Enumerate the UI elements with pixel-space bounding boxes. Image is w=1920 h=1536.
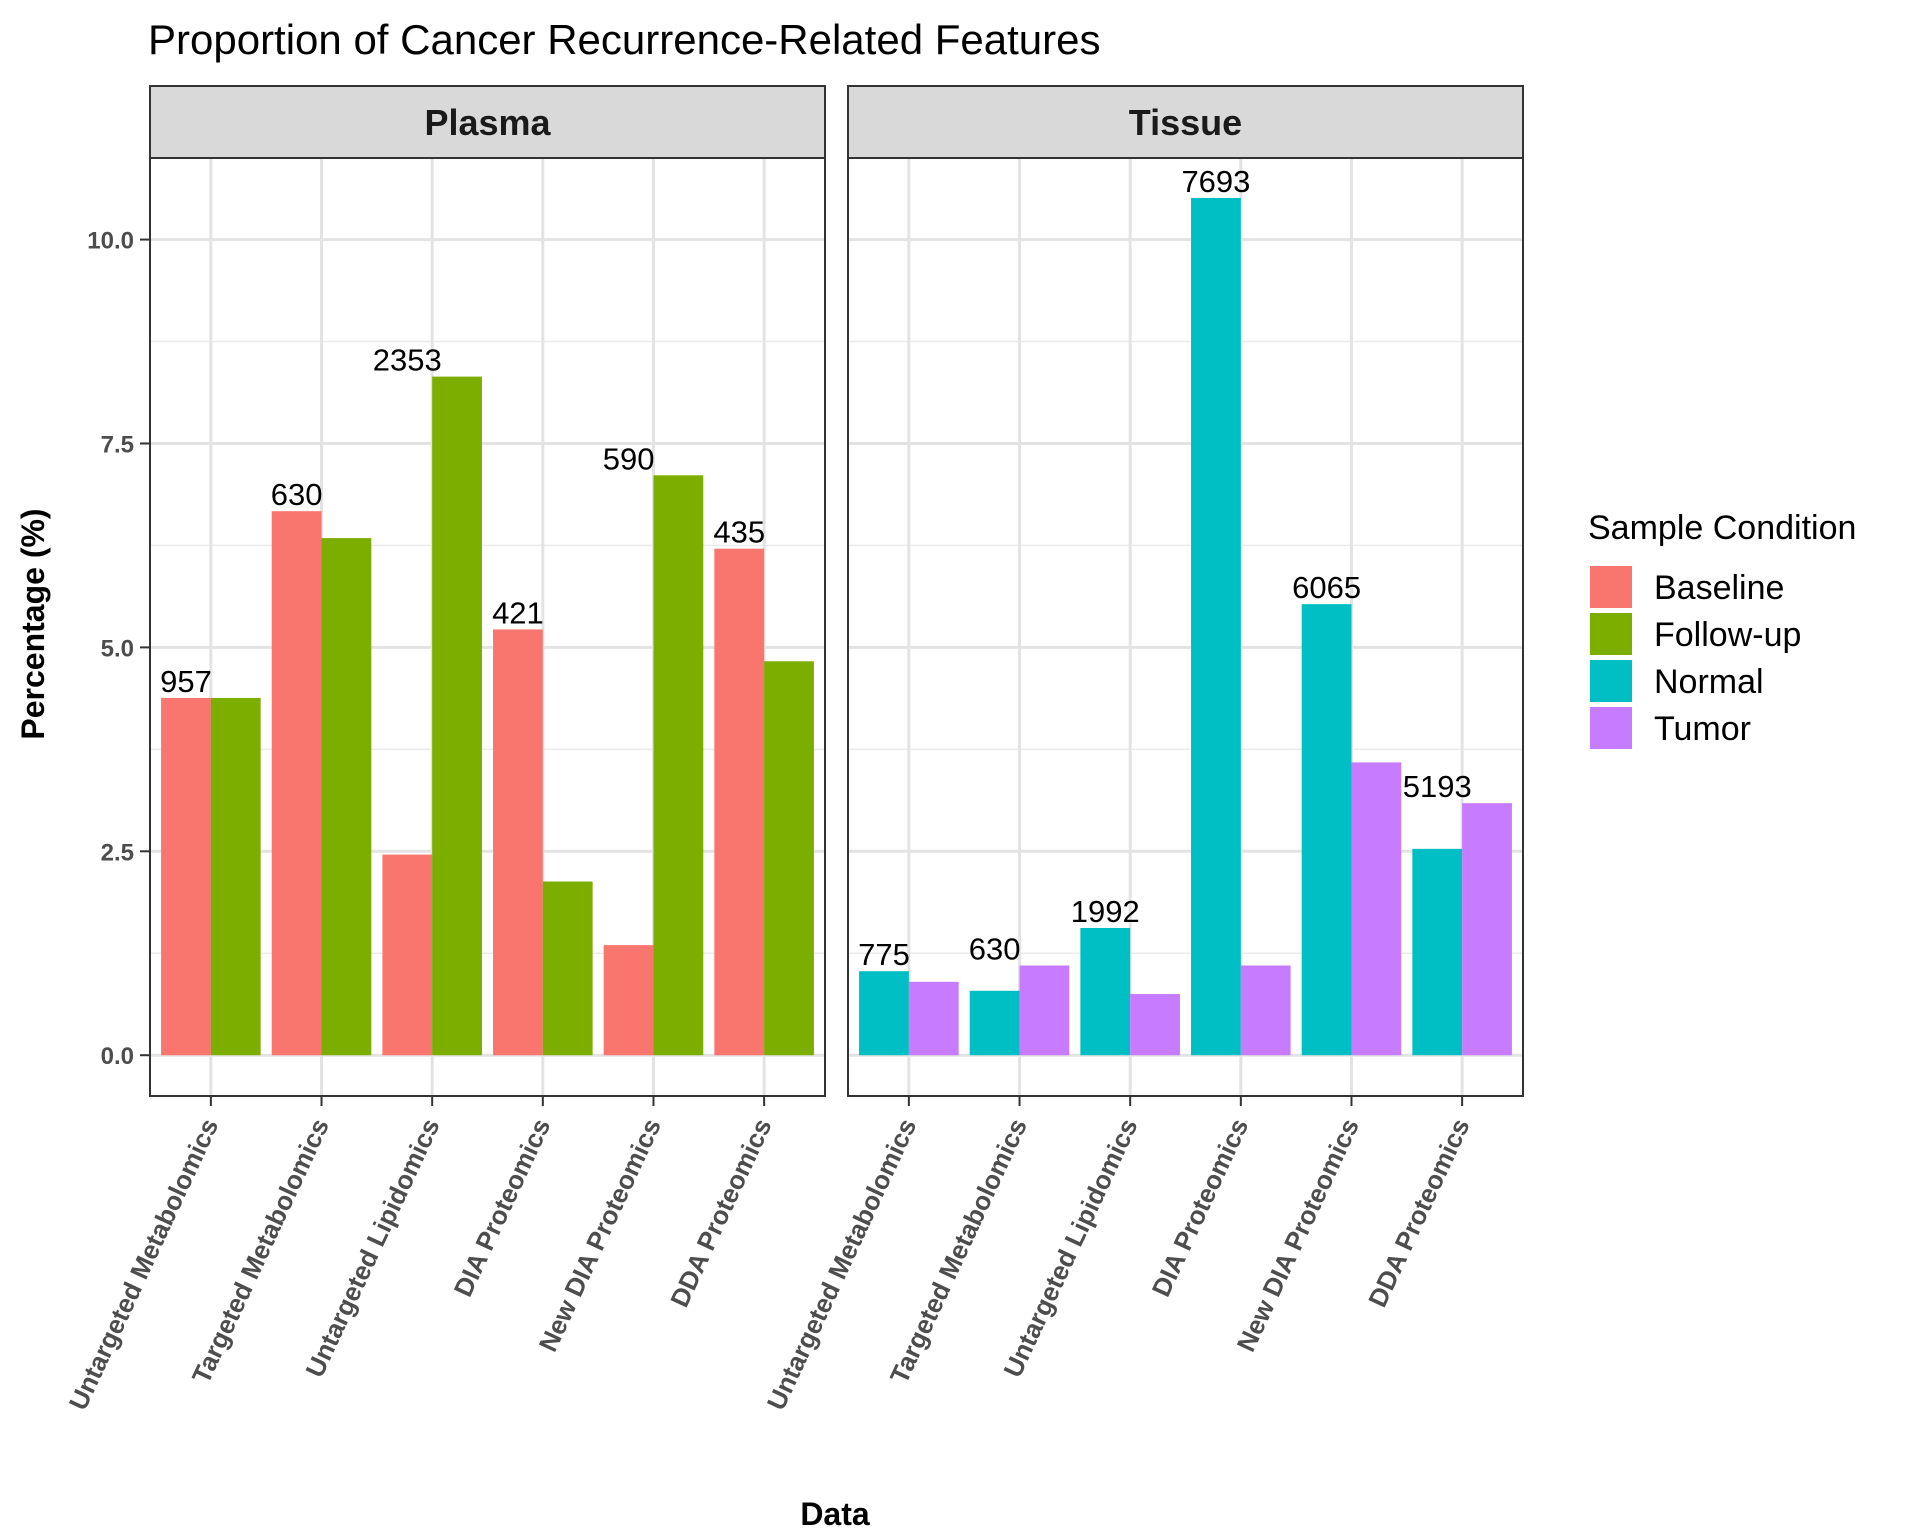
y-tick-label: 2.5 (101, 839, 134, 866)
y-tick-label: 5.0 (101, 635, 134, 662)
bar-count-label: 5193 (1403, 769, 1472, 804)
legend-swatch (1590, 613, 1632, 655)
legend-items: Baseline Follow-up Normal Tumor (1590, 566, 1801, 749)
chart-title: Proportion of Cancer Recurrence-Related … (148, 16, 1100, 63)
legend-label: Normal (1654, 663, 1764, 701)
y-axis-title: Percentage (%) (15, 508, 51, 739)
bar-count-label: 1992 (1071, 894, 1140, 929)
x-tick-label: DIA Proteomics (448, 1114, 557, 1301)
facet-strip-label: Tissue (1129, 102, 1242, 143)
x-tick-label: New DIA Proteomics (533, 1114, 667, 1356)
panel-background (150, 158, 825, 1096)
bar-normal (1301, 604, 1352, 1056)
bar-normal (1191, 197, 1241, 1056)
bar-follow-up (653, 475, 704, 1056)
bar-count-label: 775 (858, 937, 910, 972)
bar-tumor (1240, 965, 1291, 1056)
bar-follow-up (542, 881, 593, 1056)
bar-normal (859, 971, 909, 1056)
legend-title: Sample Condition (1588, 509, 1856, 547)
bar-follow-up (764, 661, 814, 1056)
bar-tumor (1351, 762, 1402, 1056)
x-axis-title: Data (800, 1496, 870, 1532)
bar-baseline (161, 697, 211, 1056)
bar-baseline (714, 548, 765, 1056)
bar-normal (1412, 848, 1463, 1056)
bar-count-label: 6065 (1292, 570, 1361, 605)
bar-baseline (603, 945, 654, 1056)
x-tick-label: DIA Proteomics (1146, 1114, 1255, 1301)
bar-follow-up (432, 376, 482, 1056)
panel-background (848, 158, 1523, 1096)
y-tick-label: 7.5 (101, 431, 134, 458)
bar-count-label: 7693 (1181, 164, 1250, 199)
bar-count-label: 630 (271, 477, 323, 512)
legend-swatch (1590, 707, 1632, 749)
bar-baseline (382, 854, 433, 1056)
bar-follow-up (210, 697, 261, 1056)
y-tick-label: 0.0 (101, 1043, 134, 1070)
x-tick-label: DDA Proteomics (664, 1114, 777, 1312)
bar-follow-up (321, 538, 372, 1056)
legend-label: Tumor (1654, 710, 1751, 748)
legend-label: Follow-up (1654, 616, 1801, 654)
bar-tumor (1130, 994, 1180, 1056)
bar-count-label: 630 (969, 931, 1021, 966)
bar-count-label: 957 (160, 664, 212, 699)
bar-tumor (1019, 965, 1070, 1056)
bar-count-label: 590 (603, 441, 655, 476)
facet-strip-label: Plasma (424, 102, 551, 143)
bar-baseline (493, 629, 543, 1056)
legend: Sample Condition Baseline Follow-up Normal… (1588, 509, 1856, 749)
facet-strip (149, 85, 826, 159)
bar-count-label: 421 (492, 595, 544, 630)
legend-swatch (1590, 566, 1632, 608)
x-tick-label: DDA Proteomics (1362, 1114, 1475, 1312)
x-tick-label: New DIA Proteomics (1231, 1114, 1365, 1356)
legend-label: Baseline (1654, 569, 1784, 607)
bar-baseline (271, 511, 322, 1056)
bar-tumor (908, 981, 959, 1056)
bar-tumor (1462, 803, 1512, 1056)
legend-swatch (1590, 660, 1632, 702)
bar-count-label: 2353 (373, 343, 442, 378)
bar-count-label: 435 (713, 515, 765, 550)
bar-normal (969, 990, 1020, 1056)
facet-strip (847, 85, 1524, 159)
y-tick-label: 10.0 (87, 228, 134, 255)
bar-normal (1080, 927, 1131, 1056)
